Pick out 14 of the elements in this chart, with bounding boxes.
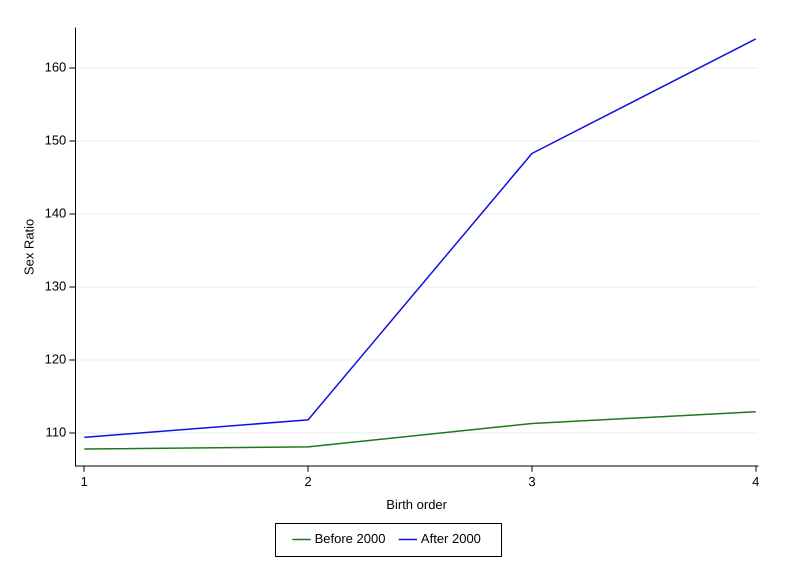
legend-label: Before 2000 (314, 531, 386, 546)
x-tick-label: 4 (752, 474, 760, 490)
x-axis-title: Birth order (386, 496, 448, 512)
y-tick-label: 160 (44, 60, 66, 75)
y-tick-label: 140 (44, 206, 66, 221)
y-axis-title: Sex Ratio (21, 218, 36, 276)
y-tick-label: 110 (46, 424, 66, 440)
legend-label: After 2000 (420, 531, 481, 546)
x-tick-label: 2 (304, 474, 312, 490)
x-tick-label: 1 (80, 474, 88, 490)
y-tick-label: 130 (44, 278, 66, 294)
y-tick-label: 120 (44, 352, 66, 367)
y-tick-label: 150 (44, 132, 66, 148)
x-tick-label: 3 (528, 474, 536, 490)
